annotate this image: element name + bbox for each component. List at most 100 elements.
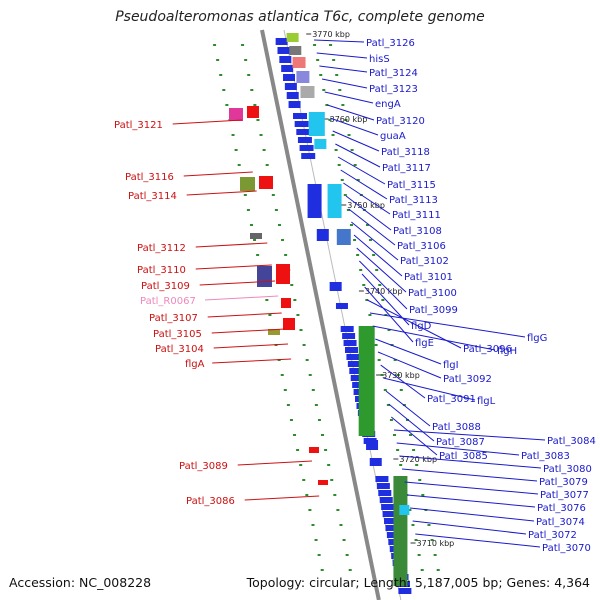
map-title: Pseudoalteromonas atlantica T6c, complet… (115, 9, 485, 25)
left-label-leader (199, 280, 276, 286)
forward-gene-block (288, 101, 301, 108)
gene-label-right: flgH (497, 346, 517, 357)
gene-label-right: Patl_3115 (387, 180, 436, 191)
gene-label-right: Patl_3102 (400, 256, 449, 267)
gene-label-right: Patl_3091 (427, 394, 476, 405)
left-label-leader (172, 119, 243, 125)
right-label-leader (324, 91, 374, 104)
forward-gene-block (347, 361, 361, 367)
forward-gene-block (384, 518, 398, 524)
right-label-leader (316, 52, 368, 59)
forward-gene-block (352, 382, 366, 388)
right-label-leader (415, 533, 541, 548)
gene-label-left: Patl_R0067 (140, 296, 196, 307)
right-label-leader (332, 130, 380, 152)
right-label-leader (356, 247, 407, 293)
forward-gene-block (381, 504, 395, 510)
right-label-leader (385, 390, 431, 427)
right-label-leader (361, 273, 410, 326)
right-label-leader (383, 377, 476, 401)
left-label-leader (212, 358, 292, 364)
gene-block-pink (292, 57, 306, 68)
gene-block-green (358, 326, 375, 436)
right-label-leader (359, 260, 408, 310)
gene-label-right: Patl_3077 (540, 490, 589, 501)
gene-label-right: Patl_3111 (392, 210, 441, 221)
left-label-leader (211, 328, 285, 334)
right-label-leader (393, 429, 546, 441)
gene-label-left: Patl_3114 (128, 191, 177, 202)
reverse-gene-block (281, 298, 291, 308)
kbp-marker-label: 3720 kbp (399, 455, 437, 464)
gene-label-right: Patl_3100 (408, 288, 457, 299)
gene-label-left: Patl_3105 (153, 329, 202, 340)
gene-label-right: Patl_3084 (547, 436, 596, 447)
gene-label-right: Patl_3074 (536, 517, 585, 528)
reverse-gene-block (250, 233, 262, 239)
forward-gene-block (297, 137, 312, 143)
right-label-leader (369, 312, 526, 338)
forward-gene-block (378, 490, 392, 496)
left-label-leader (213, 343, 289, 349)
gene-label-right: Patl_3088 (432, 422, 481, 433)
gene-label-left: Patl_3109 (141, 281, 190, 292)
gene-block-green (286, 33, 299, 42)
forward-gene-block (369, 458, 382, 466)
forward-gene-block (350, 375, 364, 381)
kbp-marker-label: 3750 kbp (347, 201, 385, 210)
gene-block-cyan (314, 139, 327, 149)
forward-gene-block (307, 184, 322, 218)
kbp-marker-label: 3730 kbp (382, 371, 420, 380)
forward-gene-block (386, 532, 400, 538)
gene-block-cyan (399, 505, 410, 515)
gene-label-right: guaA (380, 131, 406, 142)
gene-label-right: Patl_3070 (542, 543, 591, 554)
forward-gene-block (379, 497, 393, 503)
left-label-leader (244, 495, 320, 501)
right-label-leader (335, 143, 381, 168)
gene-label-right: Patl_3083 (521, 451, 570, 462)
forward-gene-block (281, 65, 294, 72)
gene-label-left: Patl_3110 (137, 265, 186, 276)
left-label-leader (183, 171, 253, 177)
forward-gene-block (335, 303, 348, 309)
reverse-gene-block (268, 329, 280, 335)
gene-label-left: Patl_3121 (114, 120, 163, 131)
gene-label-right: Patl_3126 (366, 38, 415, 49)
reverse-gene-block (309, 447, 319, 453)
right-label-leader (412, 520, 527, 535)
gene-label-right: engA (375, 99, 401, 110)
reverse-gene-block (240, 177, 255, 191)
gene-label-right: Patl_3079 (539, 477, 588, 488)
right-label-leader (391, 416, 438, 456)
gene-block-lavender (296, 71, 310, 83)
genome-summary-text: Topology: circular; Length: 5,187,005 bp… (246, 575, 590, 590)
forward-gene-block (275, 38, 288, 45)
gene-block-cyan (327, 184, 342, 218)
gene-label-right: hisS (369, 54, 390, 65)
forward-gene-block (385, 525, 399, 531)
forward-gene-block (382, 511, 396, 517)
forward-gene-block (283, 74, 296, 81)
kbp-marker-label: 3770 kbp (312, 30, 350, 39)
forward-gene-block (344, 347, 358, 353)
gene-label-left: Patl_3116 (125, 172, 174, 183)
right-label-leader (340, 169, 388, 200)
gene-label-right: Patl_3123 (369, 84, 418, 95)
reverse-gene-block (259, 176, 273, 189)
forward-gene-block (343, 340, 357, 346)
right-label-leader (345, 195, 392, 231)
forward-gene-block (398, 588, 412, 594)
right-label-leader (343, 182, 391, 215)
forward-gene-block (294, 121, 309, 127)
forward-gene-block (366, 440, 379, 450)
gene-label-right: Patl_3099 (409, 305, 458, 316)
right-label-leader (404, 481, 539, 495)
gene-label-right: flgL (477, 396, 496, 407)
right-label-leader (399, 455, 542, 469)
left-label-leader (204, 295, 279, 301)
gene-label-left: Patl_3086 (186, 496, 235, 507)
forward-gene-block (279, 56, 292, 63)
